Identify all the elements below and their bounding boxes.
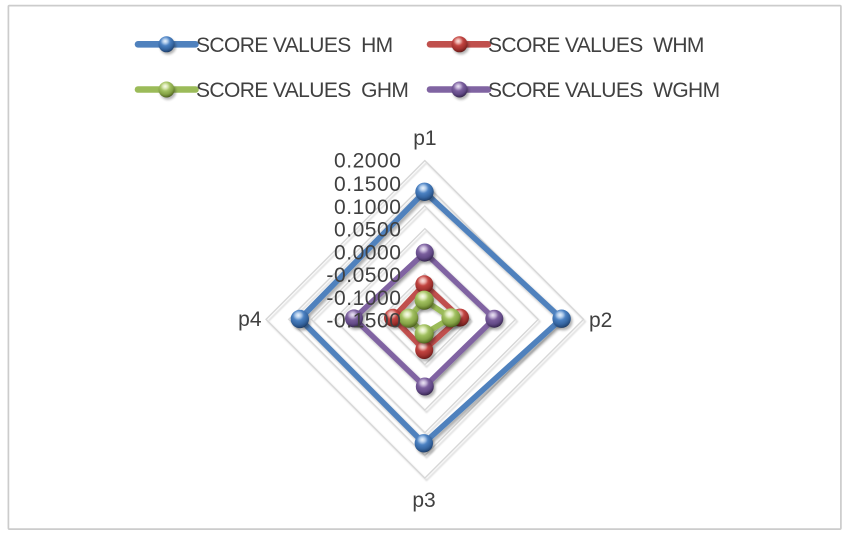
svg-text:-0.1000: -0.1000	[326, 287, 401, 310]
svg-text:SCORE VALUES WGHM: SCORE VALUES WGHM	[488, 79, 720, 102]
svg-text:0.1000: 0.1000	[334, 196, 402, 219]
svg-text:SCORE VALUES HM: SCORE VALUES HM	[196, 34, 393, 57]
svg-text:-0.1500: -0.1500	[326, 310, 401, 333]
svg-text:p2: p2	[589, 309, 612, 332]
svg-text:p4: p4	[238, 308, 262, 331]
svg-text:SCORE VALUES GHM: SCORE VALUES GHM	[196, 79, 408, 102]
svg-text:-0.0500: -0.0500	[326, 264, 401, 287]
svg-text:0.0000: 0.0000	[334, 242, 402, 265]
svg-text:p3: p3	[412, 489, 435, 512]
svg-text:0.0500: 0.0500	[334, 219, 402, 242]
svg-text:SCORE VALUES WHM: SCORE VALUES WHM	[488, 34, 704, 57]
svg-text:0.1500: 0.1500	[334, 173, 402, 196]
svg-text:p1: p1	[413, 127, 436, 150]
svg-text:0.2000: 0.2000	[334, 150, 402, 173]
